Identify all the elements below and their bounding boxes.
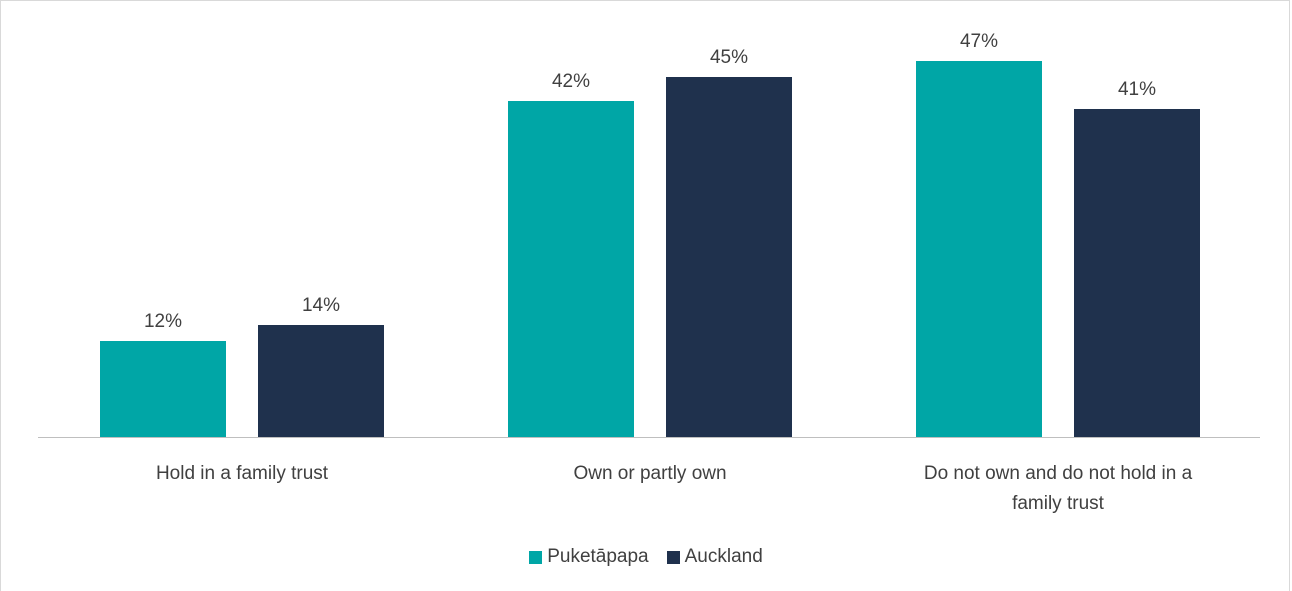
data-label-puketapapa-0: 12% bbox=[144, 311, 182, 332]
category-label-2-line-1: family trust bbox=[1012, 493, 1105, 514]
data-label-puketapapa-2: 47% bbox=[960, 31, 998, 52]
legend-item-puketapapa: Puketāpapa bbox=[529, 546, 649, 568]
category-label-0: Hold in a family trust bbox=[156, 463, 329, 484]
bar-auckland-1 bbox=[666, 77, 792, 437]
data-label-auckland-2: 41% bbox=[1118, 79, 1156, 100]
bar-puketapapa-1 bbox=[508, 101, 634, 437]
bar-puketapapa-0 bbox=[100, 341, 226, 437]
bar-puketapapa-2 bbox=[916, 61, 1042, 437]
bar-auckland-2 bbox=[1074, 109, 1200, 437]
data-label-puketapapa-1: 42% bbox=[552, 71, 590, 92]
legend-swatch-puketapapa bbox=[529, 550, 543, 564]
data-label-auckland-1: 45% bbox=[710, 47, 748, 68]
legend-item-auckland: Auckland bbox=[666, 546, 763, 568]
category-label-2-line-0: Do not own and do not hold in a bbox=[924, 463, 1193, 484]
legend-swatch-auckland bbox=[666, 550, 680, 564]
data-label-auckland-0: 14% bbox=[302, 295, 340, 316]
legend-label-auckland: Auckland bbox=[684, 546, 763, 567]
bar-auckland-0 bbox=[258, 325, 384, 437]
category-label-1: Own or partly own bbox=[573, 463, 726, 484]
legend-label-puketapapa: Puketāpapa bbox=[547, 546, 649, 567]
legend: Puketāpapa Auckland bbox=[0, 546, 1292, 568]
